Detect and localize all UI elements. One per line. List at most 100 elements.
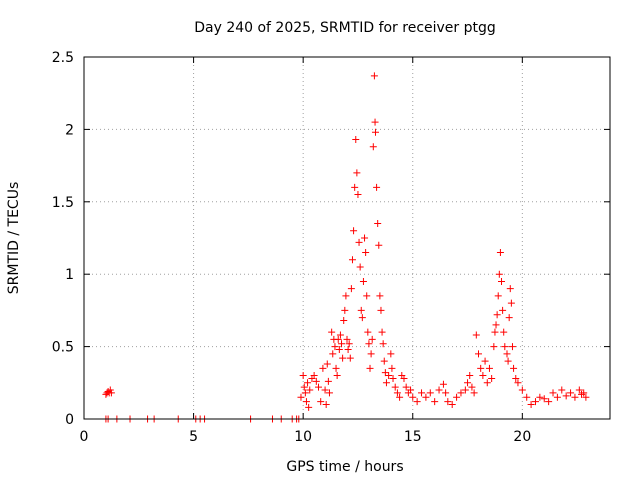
data-point bbox=[374, 220, 382, 228]
data-point bbox=[351, 183, 359, 191]
data-point bbox=[367, 350, 375, 358]
data-point bbox=[323, 360, 331, 368]
data-point bbox=[369, 143, 377, 151]
data-point bbox=[373, 183, 381, 191]
data-point bbox=[371, 128, 379, 136]
data-point bbox=[582, 393, 590, 401]
data-point bbox=[492, 321, 500, 329]
data-point bbox=[350, 227, 358, 235]
data-point bbox=[332, 364, 340, 372]
data-point bbox=[495, 270, 503, 278]
data-point bbox=[536, 393, 544, 401]
data-point bbox=[477, 364, 485, 372]
data-point bbox=[352, 136, 360, 144]
y-tick-label: 1.5 bbox=[52, 195, 74, 211]
data-point bbox=[107, 389, 115, 397]
data-point bbox=[444, 398, 452, 406]
data-point bbox=[506, 285, 514, 293]
data-point bbox=[505, 314, 513, 322]
data-point bbox=[503, 350, 511, 358]
data-point bbox=[470, 389, 478, 397]
data-point bbox=[344, 345, 352, 353]
data-point bbox=[334, 335, 342, 343]
data-point bbox=[306, 386, 314, 394]
data-point bbox=[299, 372, 307, 380]
data-point bbox=[346, 354, 354, 362]
data-point bbox=[322, 401, 330, 409]
data-point bbox=[371, 118, 379, 126]
data-point bbox=[305, 403, 313, 411]
data-point bbox=[380, 357, 388, 365]
data-point bbox=[481, 357, 489, 365]
data-point bbox=[389, 374, 397, 382]
data-point bbox=[382, 379, 390, 387]
data-point bbox=[472, 331, 480, 339]
data-point bbox=[498, 277, 506, 285]
data-point bbox=[475, 350, 482, 358]
data-point bbox=[501, 343, 509, 351]
x-tick-label: 10 bbox=[294, 429, 312, 445]
data-point bbox=[409, 393, 417, 401]
data-point bbox=[580, 389, 588, 397]
data-point bbox=[317, 398, 325, 406]
data-point bbox=[479, 372, 487, 380]
data-point bbox=[388, 364, 396, 372]
data-point bbox=[490, 343, 498, 351]
data-point bbox=[393, 389, 401, 397]
data-point bbox=[379, 340, 387, 348]
data-point bbox=[391, 383, 399, 391]
data-point bbox=[370, 72, 378, 80]
data-point bbox=[496, 248, 504, 256]
data-point bbox=[500, 328, 508, 336]
data-point bbox=[376, 292, 384, 300]
data-point bbox=[348, 256, 356, 264]
data-point bbox=[558, 386, 566, 394]
y-tick-label: 0 bbox=[65, 412, 74, 428]
data-point bbox=[435, 386, 443, 394]
data-point bbox=[439, 380, 447, 388]
data-point bbox=[315, 383, 323, 391]
data-point bbox=[514, 379, 522, 387]
y-tick-label: 2 bbox=[65, 122, 74, 138]
data-point bbox=[375, 241, 383, 249]
data-point bbox=[531, 398, 539, 406]
data-point bbox=[567, 389, 575, 397]
plot-frame bbox=[83, 56, 611, 420]
data-point bbox=[485, 364, 493, 372]
data-point bbox=[457, 389, 465, 397]
data-point bbox=[368, 335, 376, 343]
data-point bbox=[358, 314, 366, 322]
data-point bbox=[494, 292, 502, 300]
data-point bbox=[553, 393, 561, 401]
data-point bbox=[512, 374, 520, 382]
data-point bbox=[361, 234, 369, 242]
x-tick-label: 0 bbox=[80, 429, 89, 445]
data-point bbox=[362, 248, 370, 256]
data-point bbox=[540, 395, 548, 403]
data-point bbox=[359, 277, 367, 285]
data-point bbox=[562, 392, 570, 400]
data-point bbox=[407, 386, 415, 394]
data-point bbox=[340, 317, 348, 325]
data-point bbox=[504, 357, 512, 365]
data-point bbox=[378, 328, 386, 336]
y-axis-label: SRMTID / TECUs bbox=[6, 182, 22, 295]
data-point bbox=[331, 343, 339, 351]
data-point bbox=[364, 328, 372, 336]
data-point bbox=[106, 386, 114, 394]
y-tick-label: 2.5 bbox=[52, 50, 74, 66]
data-point bbox=[347, 285, 355, 293]
data-point bbox=[549, 389, 557, 397]
data-point bbox=[335, 345, 343, 353]
data-point bbox=[333, 372, 341, 380]
data-point bbox=[355, 238, 363, 246]
data-point bbox=[571, 393, 579, 401]
data-point bbox=[310, 372, 318, 380]
data-point bbox=[328, 328, 336, 336]
data-point bbox=[396, 393, 404, 401]
data-point bbox=[363, 292, 371, 300]
data-point bbox=[319, 364, 327, 372]
data-point bbox=[527, 401, 535, 409]
x-tick-label: 20 bbox=[513, 429, 531, 445]
